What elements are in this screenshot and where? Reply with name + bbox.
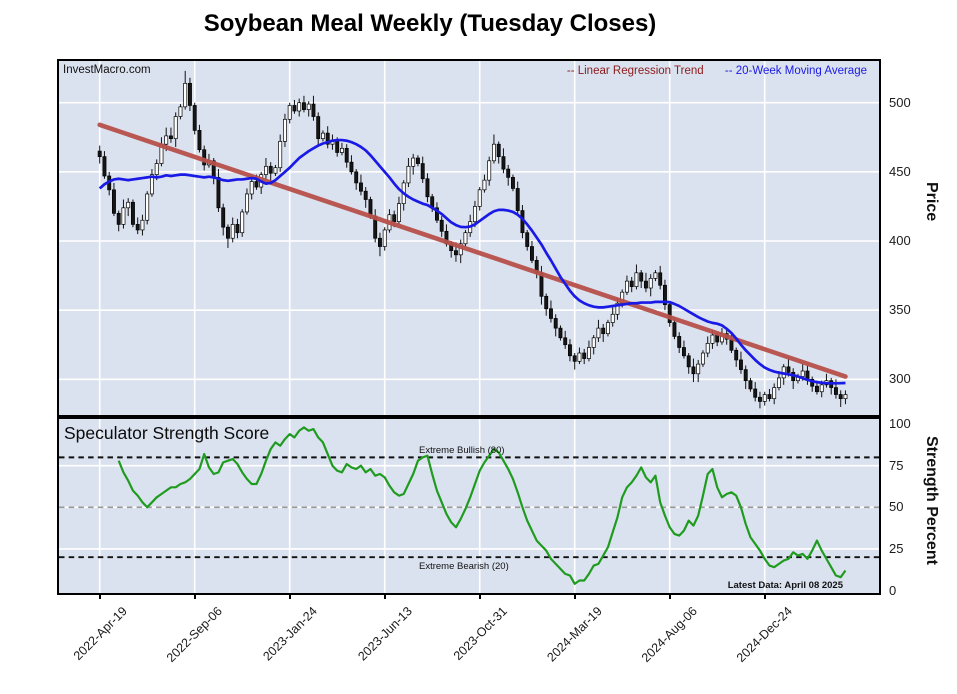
- x-tick-label: 2024-Dec-24: [733, 604, 795, 665]
- x-tick-label: 2023-Jun-13: [355, 604, 415, 664]
- x-tick-label: 2022-Apr-19: [70, 604, 130, 664]
- x-tick-mark: [193, 595, 196, 599]
- legend-ma-label: -- 20-Week Moving Average: [724, 65, 867, 77]
- strength-y-tick-label: 50: [889, 499, 904, 515]
- x-tick-label: 2024-Mar-19: [544, 604, 605, 665]
- price-y-tick-label: 500: [889, 94, 911, 110]
- x-tick-mark: [98, 595, 101, 599]
- x-tick-label: 2023-Oct-31: [450, 604, 510, 664]
- threshold-lines: [59, 456, 879, 559]
- strength-axis-label: Strength Percent: [923, 436, 940, 565]
- strength-y-tick-label: 100: [889, 416, 911, 432]
- price-y-tick-label: 350: [889, 302, 911, 318]
- x-tick-mark: [383, 595, 386, 599]
- strength-panel: Speculator Strength Score Extreme Bullis…: [57, 417, 881, 595]
- x-tick-mark: [478, 595, 481, 599]
- x-tick-mark: [573, 595, 576, 599]
- strength-y-tick-label: 25: [889, 540, 904, 556]
- strength-score-line: [117, 426, 847, 585]
- price-chart-svg: [59, 61, 879, 415]
- x-tick-mark: [763, 595, 766, 599]
- strength-chart-svg: [59, 419, 879, 593]
- extreme-bearish-label: Extreme Bearish (20): [419, 561, 509, 572]
- legend: -- Linear Regression Trend -- 20-Week Mo…: [567, 65, 867, 77]
- latest-data-label: Latest Data: April 08 2025: [727, 580, 843, 591]
- x-tick-label: 2022-Sep-06: [163, 604, 225, 666]
- watermark: InvestMacro.com: [63, 64, 151, 76]
- price-axis-label: Price: [923, 182, 940, 222]
- strength-y-tick-label: 75: [889, 457, 904, 473]
- x-tick-label: 2024-Aug-06: [638, 604, 700, 666]
- x-tick-mark: [668, 595, 671, 599]
- strength-panel-title: Speculator Strength Score: [64, 423, 270, 443]
- x-tick-label: 2023-Jan-24: [260, 604, 320, 664]
- x-tick-mark: [288, 595, 291, 599]
- moving-average-line: [98, 138, 846, 385]
- price-panel: InvestMacro.com -- Linear Regression Tre…: [57, 59, 881, 417]
- price-y-tick-label: 450: [889, 163, 911, 179]
- legend-regression-label: -- Linear Regression Trend: [566, 65, 704, 77]
- price-y-tick-label: 400: [889, 233, 911, 248]
- chart-title: Soybean Meal Weekly (Tuesday Closes): [203, 10, 657, 37]
- candlestick-series: [97, 70, 848, 409]
- price-gridlines: [59, 61, 879, 415]
- strength-y-tick-label: 0: [889, 582, 897, 598]
- price-y-tick-label: 300: [889, 371, 911, 387]
- linear-regression-trend-line: [97, 122, 848, 379]
- extreme-bullish-label: Extreme Bullish (80): [419, 445, 505, 456]
